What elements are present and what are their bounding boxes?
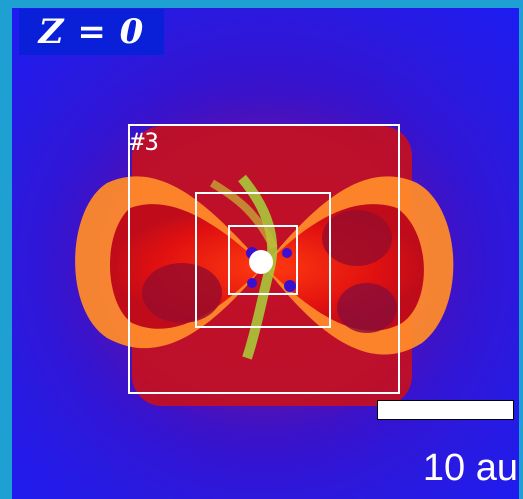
dark-patch-right-low [337, 283, 397, 333]
scale-bar-label: 10 au [422, 447, 518, 489]
redshift-label: Z = 0 [19, 9, 164, 55]
central-protostar [249, 250, 273, 274]
refinement-box-inner [228, 225, 298, 295]
dark-patch-left [142, 263, 222, 323]
refinement-box-label: #3 [130, 128, 159, 156]
refinement-box-outer [128, 124, 400, 394]
inner-spot-4 [284, 280, 296, 292]
refinement-box-middle [195, 192, 331, 328]
green-filament-upper [209, 179, 278, 250]
inner-spot-2 [282, 248, 292, 258]
scale-bar [377, 400, 514, 420]
dark-patch-right [322, 210, 392, 266]
inner-spot-3 [247, 278, 257, 288]
